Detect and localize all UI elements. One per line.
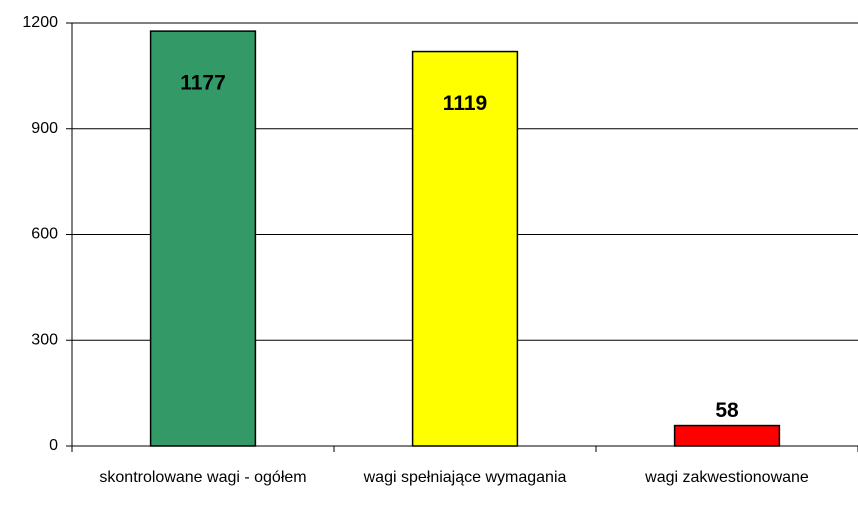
x-tick-label: skontrolowane wagi - ogółem [99,469,307,486]
bar [149,30,257,447]
bar [673,424,781,447]
x-tick-label: wagi zakwestionowane [645,469,809,486]
data-label: 1177 [180,72,226,95]
data-label: 58 [715,399,739,422]
y-tick-label: 1200 [22,14,58,31]
y-tick-label: 300 [31,331,58,348]
bar [411,50,519,447]
y-tick-label: 0 [49,437,58,454]
y-tick-label: 600 [31,226,58,243]
x-tick-label: wagi spełniające wymagania [363,469,567,486]
data-label: 1119 [443,92,487,115]
y-tick-label: 900 [31,120,58,137]
